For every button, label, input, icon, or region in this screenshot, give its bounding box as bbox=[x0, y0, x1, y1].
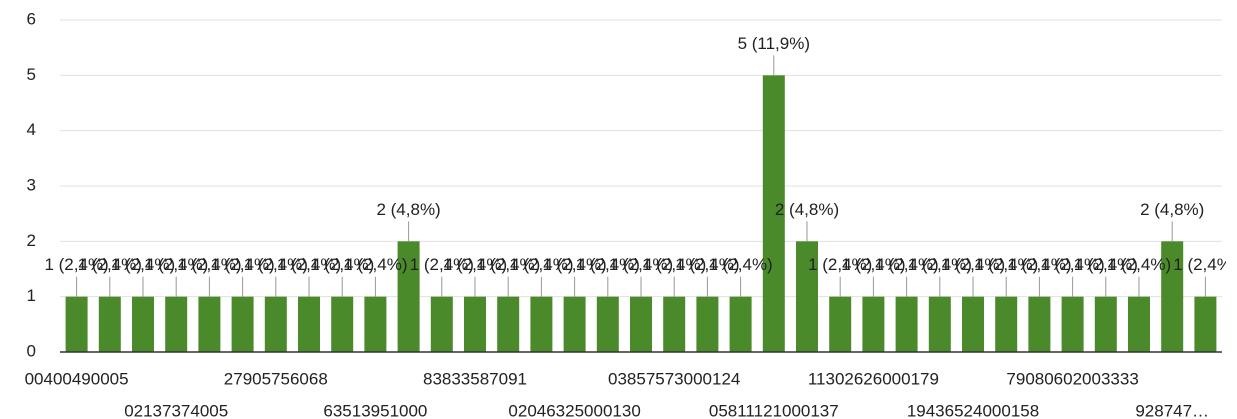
bar bbox=[231, 296, 254, 352]
value-label: 1 (2,4%) bbox=[277, 255, 341, 274]
x-tick-label: 63513951000 bbox=[323, 401, 427, 419]
x-tick-label: 11302626000179 bbox=[808, 369, 939, 388]
value-labels: 1 (2,4%)1 (2,4%)1 (2,4%)1 (2,4%)1 (2,4%)… bbox=[44, 34, 1237, 297]
bar bbox=[1128, 296, 1150, 352]
bar bbox=[264, 296, 287, 352]
value-label: 1 (2,4%) bbox=[841, 255, 905, 274]
x-tick-label: 00400490005 bbox=[25, 369, 129, 388]
bar bbox=[1194, 296, 1217, 352]
x-tick-label: 19436524000158 bbox=[907, 401, 1039, 419]
value-label: 1 (2,4%) bbox=[542, 255, 606, 274]
value-label: 1 (2,4%) bbox=[642, 255, 706, 274]
bar bbox=[928, 296, 951, 352]
value-label: 1 (2,4%) bbox=[1173, 255, 1237, 274]
bar bbox=[298, 296, 320, 352]
value-label: 1 (2,4%) bbox=[443, 255, 507, 274]
x-tick-label: 03857573000124 bbox=[608, 369, 740, 388]
bar bbox=[1094, 296, 1117, 352]
bar bbox=[132, 296, 154, 352]
y-tick-label: 2 bbox=[27, 231, 36, 250]
value-label: 1 (2,4%) bbox=[1074, 255, 1138, 274]
bar bbox=[563, 296, 586, 352]
bar bbox=[1028, 296, 1051, 352]
value-label: 1 (2,4%) bbox=[210, 255, 274, 274]
bar bbox=[729, 296, 752, 352]
x-tick-label: 79080602003333 bbox=[1006, 369, 1138, 388]
x-tick-label: 02137374005 bbox=[124, 401, 228, 419]
bar bbox=[497, 296, 520, 352]
y-tick-label: 1 bbox=[27, 286, 36, 305]
bar bbox=[962, 296, 984, 352]
value-label: 1 (2,4%) bbox=[343, 255, 407, 274]
value-label: 5 (11,9%) bbox=[738, 34, 810, 53]
bar bbox=[596, 296, 619, 352]
value-label: 2 (4,8%) bbox=[376, 200, 440, 219]
bar bbox=[397, 241, 420, 352]
y-tick-label: 0 bbox=[27, 341, 36, 360]
y-tick-label: 3 bbox=[27, 175, 36, 194]
value-label: 1 (2,4%) bbox=[609, 255, 673, 274]
bar bbox=[165, 296, 188, 352]
bar bbox=[198, 296, 221, 352]
value-label: 1 (2,4%) bbox=[177, 255, 241, 274]
x-tick-label: 05811121000137 bbox=[709, 401, 839, 419]
bar bbox=[762, 75, 785, 352]
bar bbox=[65, 296, 88, 352]
bar bbox=[1061, 296, 1084, 352]
bar bbox=[331, 296, 354, 352]
bars bbox=[65, 75, 1217, 352]
value-label: 1 (2,4%) bbox=[44, 255, 108, 274]
value-label: 2 (4,8%) bbox=[1140, 200, 1204, 219]
x-tick-label: 27905756068 bbox=[224, 369, 328, 388]
value-label: 1 (2,4%) bbox=[410, 255, 474, 274]
bar bbox=[995, 296, 1018, 352]
value-label: 1 (2,4%) bbox=[1040, 255, 1104, 274]
value-label: 1 (2,4%) bbox=[244, 255, 308, 274]
value-label: 1 (2,4%) bbox=[708, 255, 772, 274]
value-label: 1 (2,4%) bbox=[111, 255, 175, 274]
value-label: 1 (2,4%) bbox=[78, 255, 142, 274]
bar bbox=[364, 296, 387, 352]
y-tick-label: 6 bbox=[27, 9, 36, 28]
bar bbox=[1161, 241, 1184, 352]
value-label: 1 (2,4%) bbox=[1107, 255, 1171, 274]
value-label: 2 (4,8%) bbox=[775, 200, 839, 219]
y-tick-label: 4 bbox=[27, 120, 36, 139]
bar bbox=[630, 296, 652, 352]
value-label: 1 (2,4%) bbox=[576, 255, 640, 274]
value-label: 1 (2,4%) bbox=[675, 255, 739, 274]
bar bbox=[696, 296, 719, 352]
bar bbox=[430, 296, 453, 352]
value-label: 1 (2,4%) bbox=[509, 255, 573, 274]
bar bbox=[464, 296, 486, 352]
value-label: 1 (2,4%) bbox=[808, 255, 872, 274]
bar bbox=[98, 296, 121, 352]
value-label: 1 (2,4%) bbox=[908, 255, 972, 274]
bar bbox=[796, 241, 818, 352]
bar bbox=[530, 296, 553, 352]
value-label: 1 (2,4%) bbox=[1007, 255, 1071, 274]
value-label: 1 (2,4%) bbox=[476, 255, 540, 274]
bar bbox=[895, 296, 918, 352]
value-label: 1 (2,4%) bbox=[144, 255, 208, 274]
value-label: 1 (2,4%) bbox=[874, 255, 938, 274]
value-label: 1 (2,4%) bbox=[310, 255, 374, 274]
value-label: 1 (2,4%) bbox=[941, 255, 1005, 274]
x-tick-label: 02046325000130 bbox=[508, 401, 640, 419]
bar bbox=[663, 296, 686, 352]
value-label: 1 (2,4%) bbox=[974, 255, 1038, 274]
y-tick-label: 5 bbox=[27, 65, 36, 84]
x-tick-label: 928747… bbox=[1135, 401, 1209, 419]
bar bbox=[862, 296, 885, 352]
x-tick-label: 83833587091 bbox=[423, 369, 527, 388]
bar bbox=[829, 296, 852, 352]
